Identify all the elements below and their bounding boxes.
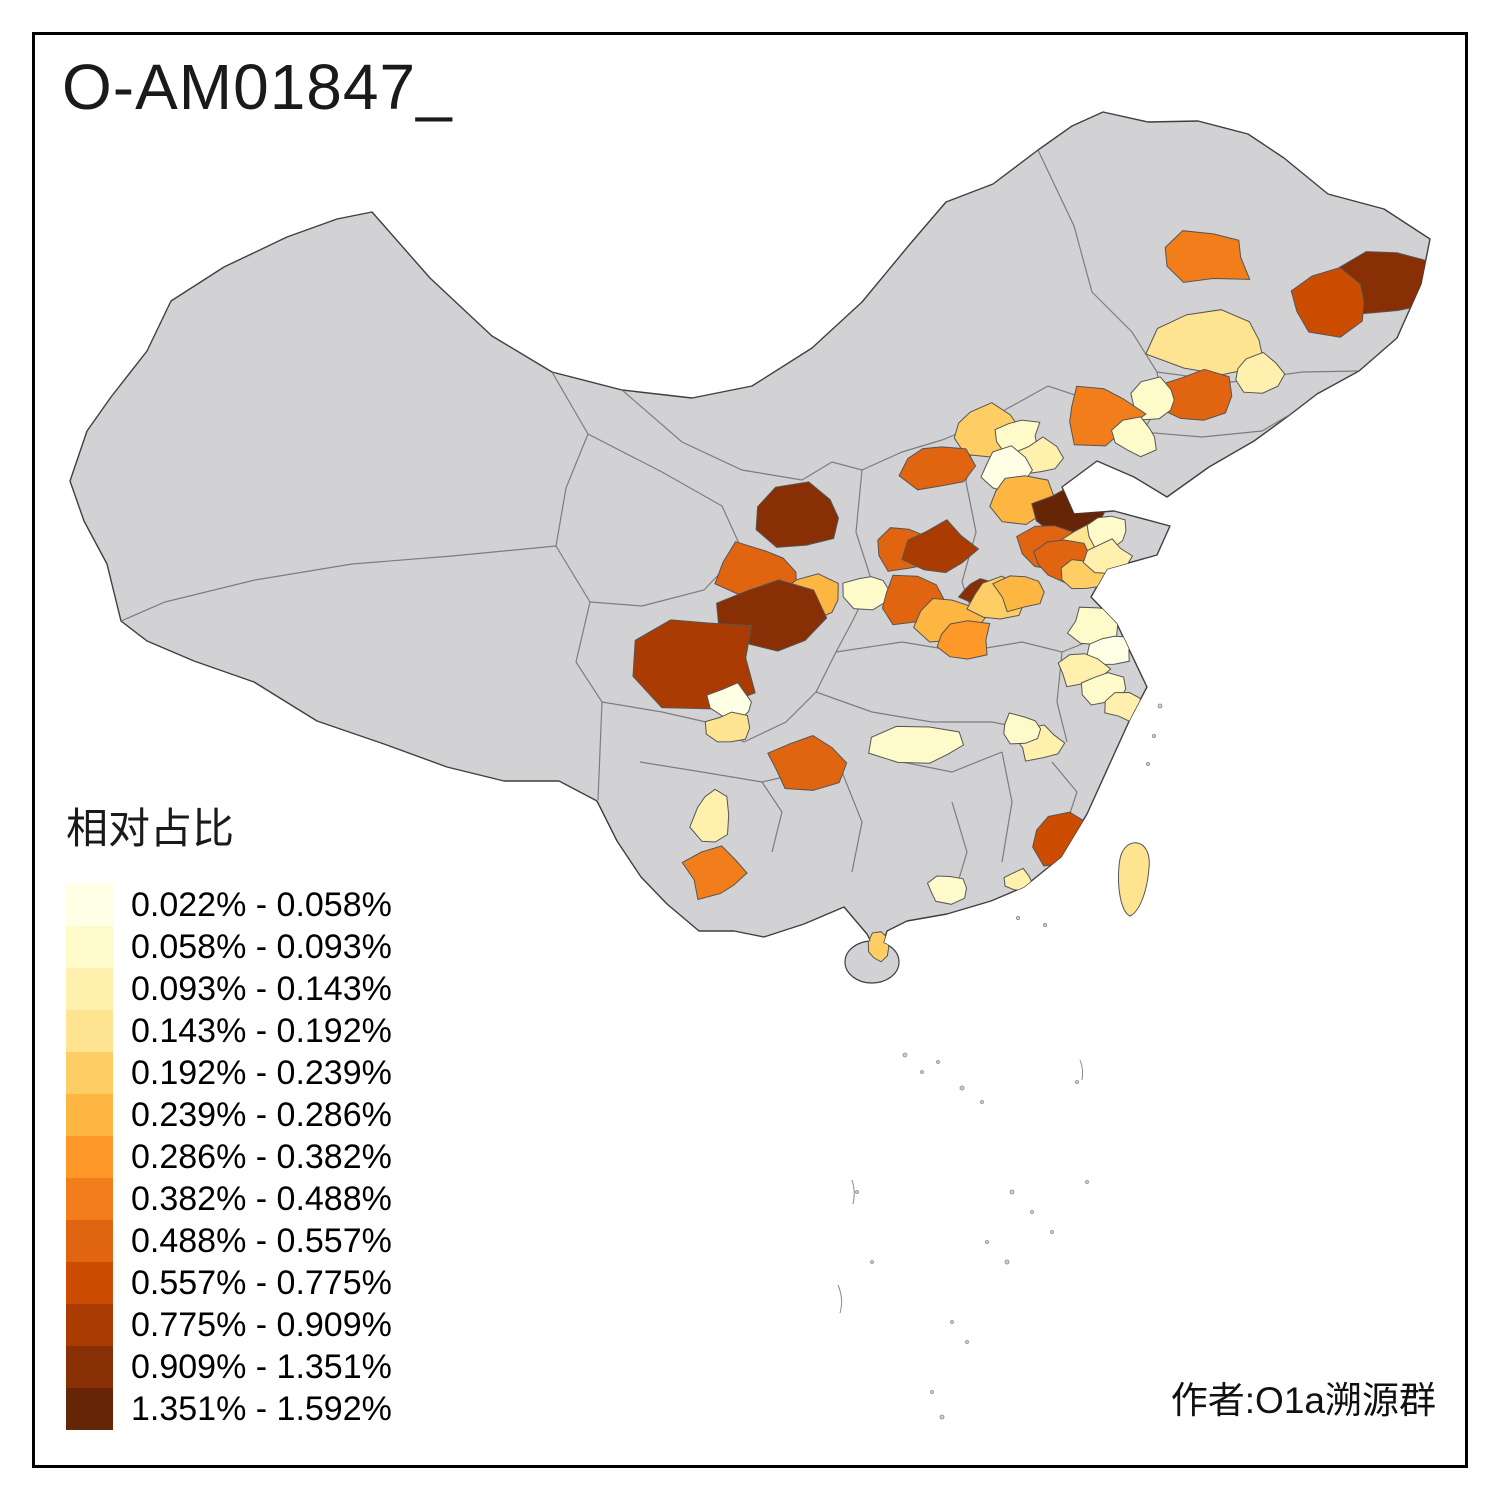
legend-swatch — [66, 1052, 113, 1094]
legend-label: 0.058% - 0.093% — [131, 927, 392, 966]
legend-label: 0.143% - 0.192% — [131, 1011, 392, 1050]
map-title: O-AM01847_ — [62, 51, 453, 123]
map-region — [1130, 376, 1175, 421]
map-region — [704, 711, 751, 743]
map-region — [1086, 635, 1133, 666]
legend-row: 1.351% - 1.592% — [66, 1388, 392, 1430]
china-mainland — [69, 111, 1431, 958]
legend-swatch — [66, 1094, 113, 1136]
legend-row: 0.239% - 0.286% — [66, 1094, 392, 1136]
legend-label: 0.557% - 0.775% — [131, 1263, 392, 1302]
map-region — [842, 576, 890, 611]
legend-swatch — [66, 1304, 113, 1346]
map-region — [767, 735, 848, 791]
legend-title: 相对占比 — [66, 805, 235, 852]
sea-islands — [837, 703, 1163, 1420]
legend-row: 0.557% - 0.775% — [66, 1262, 392, 1304]
legend-row: 0.382% - 0.488% — [66, 1178, 392, 1220]
map-region — [992, 575, 1045, 613]
colored-regions-layer — [632, 230, 1430, 963]
map-region — [868, 725, 965, 764]
legend-row: 0.058% - 0.093% — [66, 926, 392, 968]
map-region — [1235, 351, 1286, 394]
legend-rows: 0.022% - 0.058% 0.058% - 0.093% 0.093% - 0… — [66, 884, 392, 1430]
legend-row: 0.093% - 0.143% — [66, 968, 392, 1010]
map-region — [867, 931, 890, 963]
legend-row: 0.192% - 0.239% — [66, 1052, 392, 1094]
legend-label: 0.093% - 0.143% — [131, 969, 392, 1008]
legend-label: 0.192% - 0.239% — [131, 1053, 392, 1092]
legend-label: 1.351% - 1.592% — [131, 1389, 392, 1428]
map-region — [926, 875, 968, 905]
legend-label: 0.909% - 1.351% — [131, 1347, 392, 1386]
map-region — [901, 519, 980, 574]
map-region — [1003, 712, 1042, 745]
legend-label: 0.286% - 0.382% — [131, 1137, 392, 1176]
legend-row: 0.286% - 0.382% — [66, 1136, 392, 1178]
legend-label: 0.775% - 0.909% — [131, 1305, 392, 1344]
legend-swatch — [66, 1220, 113, 1262]
legend-swatch — [66, 1346, 113, 1388]
legend-row: 0.775% - 0.909% — [66, 1304, 392, 1346]
map-region — [1110, 416, 1157, 458]
map-region — [689, 788, 730, 843]
legend-label: 0.488% - 0.557% — [131, 1221, 392, 1260]
legend: 相对占比 0.022% - 0.058% 0.058% - 0.093% 0.093… — [66, 795, 392, 1430]
map-region — [1164, 230, 1251, 283]
legend-row: 0.909% - 1.351% — [66, 1346, 392, 1388]
credit: 作者:O1a溯源群 — [1170, 1380, 1436, 1421]
map-region — [936, 620, 991, 660]
legend-row: 0.143% - 0.192% — [66, 1010, 392, 1052]
legend-swatch — [66, 1262, 113, 1304]
legend-swatch — [66, 1388, 113, 1430]
legend-label: 0.239% - 0.286% — [131, 1095, 392, 1134]
legend-row: 0.022% - 0.058% — [66, 884, 392, 926]
legend-swatch — [66, 1010, 113, 1052]
legend-swatch — [66, 1178, 113, 1220]
legend-swatch — [66, 926, 113, 968]
taiwan-region — [1118, 842, 1150, 917]
map-region — [898, 446, 977, 491]
legend-swatch — [66, 968, 113, 1010]
province-boundaries — [120, 149, 1360, 903]
map-region — [755, 481, 840, 548]
legend-label: 0.022% - 0.058% — [131, 885, 392, 924]
legend-label: 0.382% - 0.488% — [131, 1179, 392, 1218]
legend-swatch — [66, 1136, 113, 1178]
legend-swatch — [66, 884, 113, 926]
legend-row: 0.488% - 0.557% — [66, 1220, 392, 1262]
map-region — [681, 845, 748, 901]
map-region — [1290, 266, 1365, 338]
